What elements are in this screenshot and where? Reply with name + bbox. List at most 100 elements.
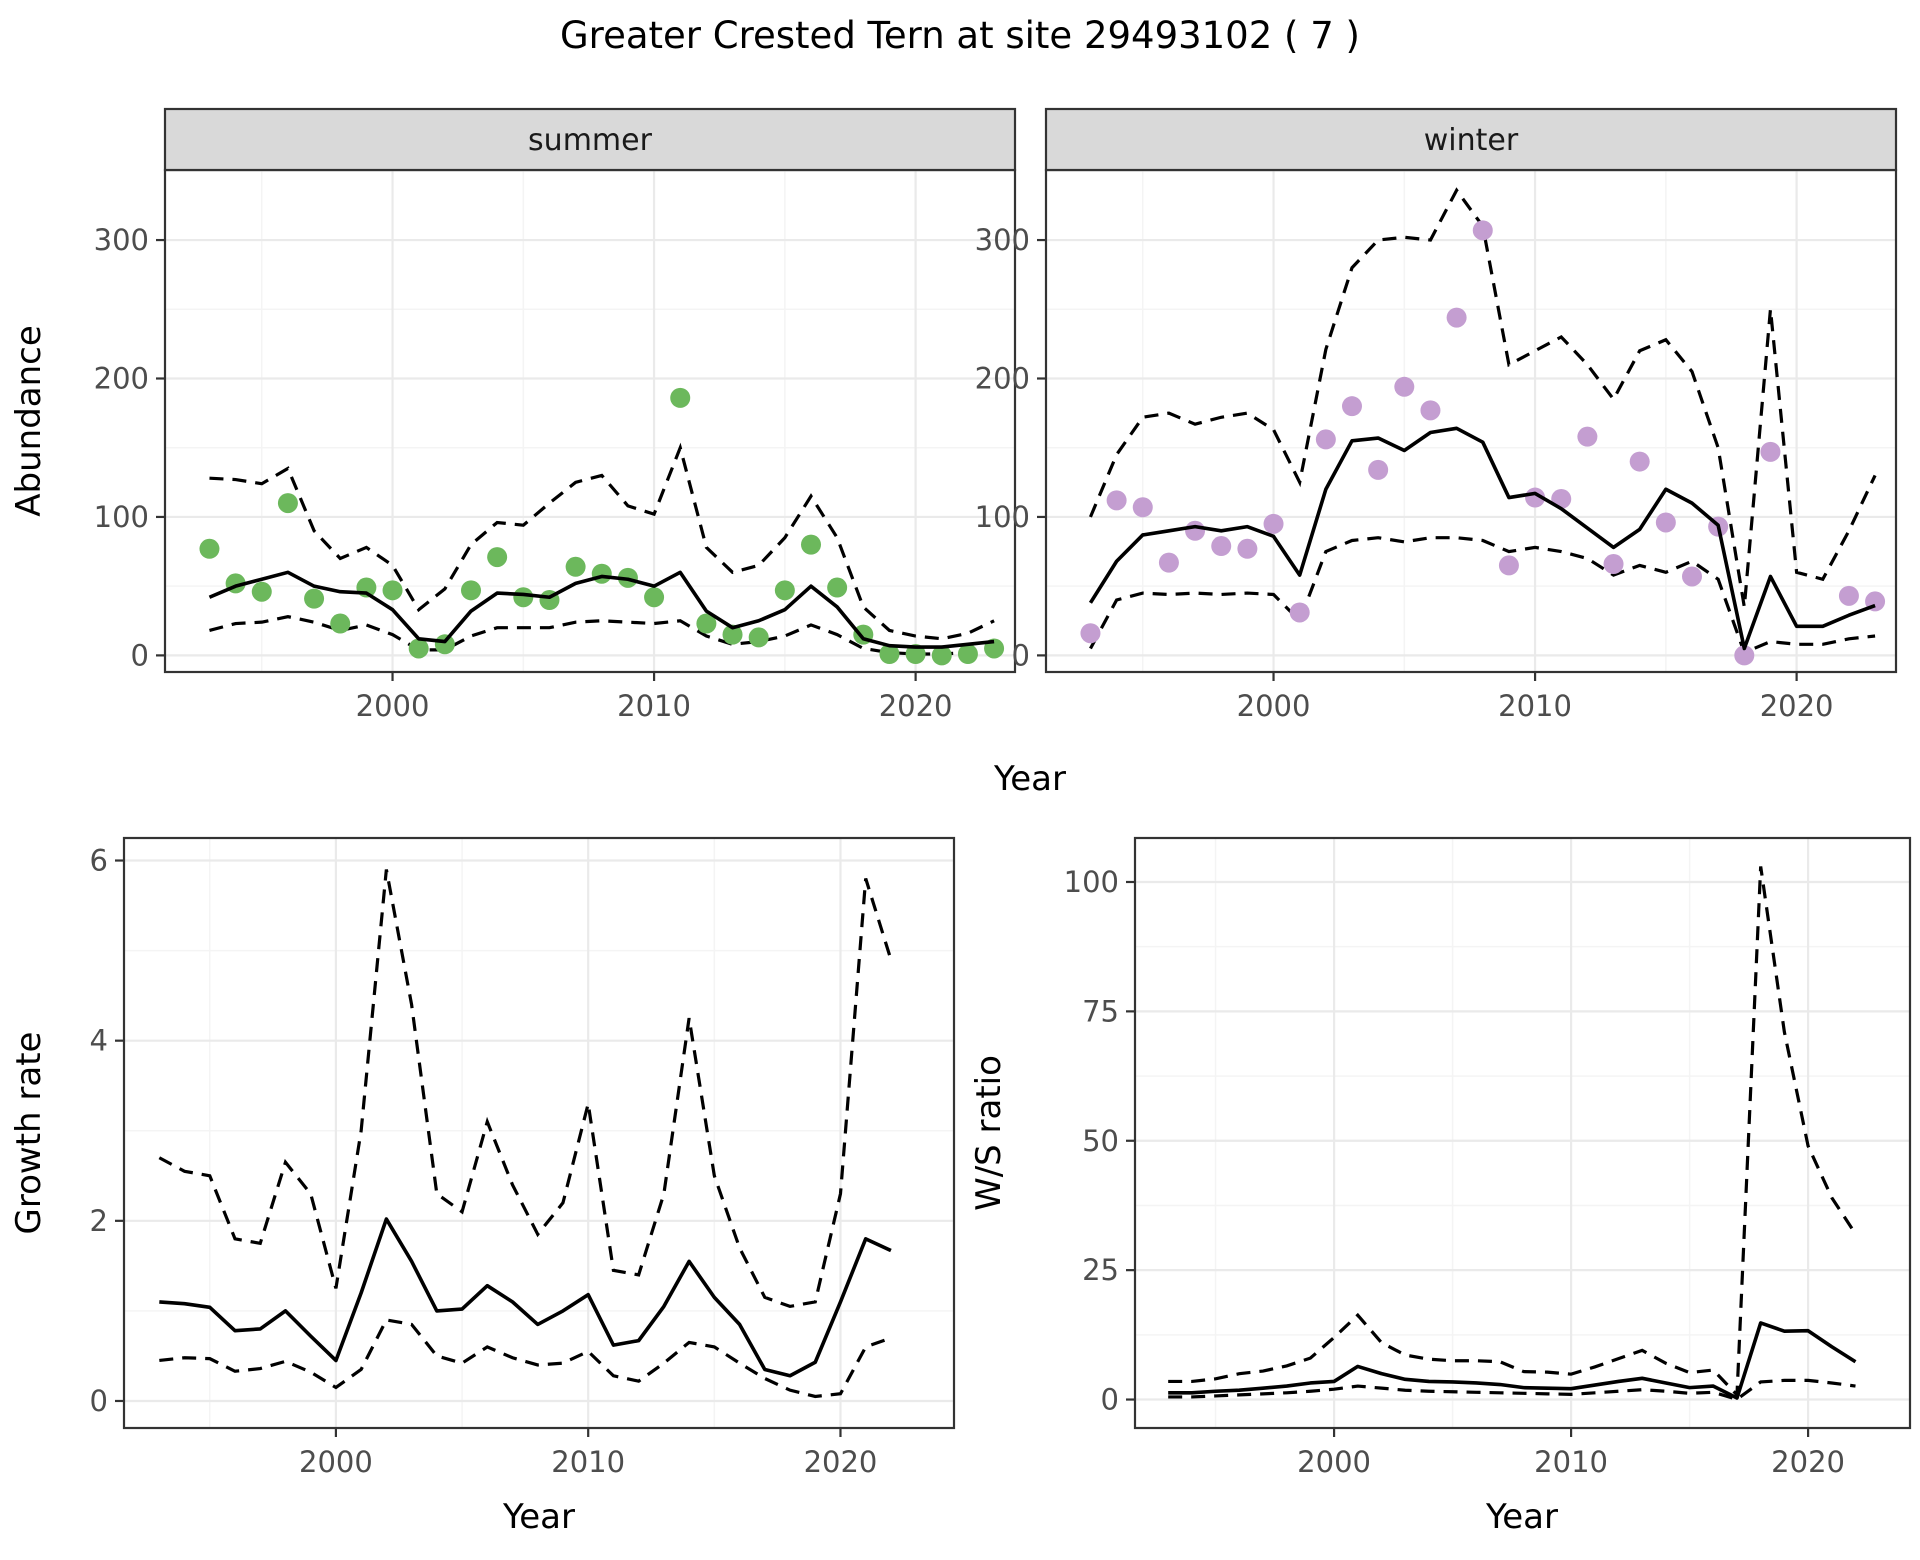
abundance-winter-observed-abundance-point — [1106, 490, 1127, 511]
abundance-winter-observed-abundance-point — [1394, 376, 1415, 397]
panel-border — [1133, 836, 1912, 1430]
y-tick-label: 300 — [975, 223, 1030, 257]
ws-ratio-model-median-line — [1168, 1321, 1857, 1400]
abundance-y-axis-label: Abundance — [9, 325, 49, 517]
abundance-winter-observed-abundance-point — [1368, 459, 1389, 480]
growth-rate-ci-upper-line — [158, 869, 893, 1309]
abundance-winter-observed-abundance-point — [1629, 451, 1650, 472]
abundance-winter-observed-abundance-point — [1655, 512, 1676, 533]
panel-background — [124, 838, 954, 1428]
y-tick-label: 200 — [94, 361, 149, 395]
ws-ratio-panel: 2000 2010 2020 0 25 50 75 100 — [1064, 836, 1912, 1479]
abundance-summer-observed-abundance-point — [670, 387, 691, 408]
y-tick-label: 75 — [1082, 994, 1119, 1028]
abundance-winter-observed-abundance-point — [1760, 441, 1781, 462]
abundance-summer-model-median-line — [208, 570, 995, 649]
x-tick-label: 2000 — [356, 689, 430, 723]
facet-strip — [163, 107, 1017, 172]
x-tick-label: 2010 — [1498, 689, 1572, 723]
x-tick-label: 2000 — [1237, 689, 1311, 723]
abundance-winter-observed-abundance-point — [1342, 396, 1362, 417]
abundance-winter-observed-abundance-point — [1237, 538, 1258, 559]
abundance-winter-observed-abundance-point — [1838, 585, 1859, 606]
growth-rate-ci-lower-line — [159, 1318, 892, 1399]
y-tick-label: 300 — [94, 223, 149, 257]
y-tick-label: 200 — [975, 361, 1030, 395]
x-tick-label: 2000 — [1297, 1445, 1371, 1479]
abundance-summer-observed-abundance-point — [408, 638, 429, 659]
y-tick-label: 0 — [90, 1384, 108, 1418]
facet-strip-label-winter: winter — [1424, 123, 1519, 158]
abundance-summer-observed-abundance-point — [434, 634, 455, 655]
facet-strip — [1044, 107, 1898, 172]
growth-rate-model-median-line — [159, 1217, 892, 1378]
top-year-x-axis-label: Year — [993, 759, 1066, 799]
growth-rate-y-axis-label: Growth rate — [9, 1032, 49, 1235]
ws-ratio-ci-upper-line — [1168, 866, 1857, 1399]
x-tick-label: 2010 — [551, 1445, 625, 1479]
abundance-summer-observed-abundance-point — [199, 538, 220, 559]
y-tick-label: 4 — [90, 1024, 108, 1058]
abundance-summer-observed-abundance-point — [722, 624, 743, 645]
x-tick-label: 2020 — [1771, 1445, 1845, 1479]
y-tick-label: 100 — [975, 500, 1030, 534]
abundance-summer-observed-abundance-point — [277, 493, 298, 514]
ws-ratio-y-axis-label: W/S ratio — [969, 1055, 1009, 1211]
abundance-summer-observed-abundance-point — [748, 627, 769, 648]
plot-title: Greater Crested Tern at site 29493102 ( … — [560, 14, 1360, 57]
abundance-winter-observed-abundance-point — [1577, 426, 1598, 447]
abundance-summer-observed-abundance-point — [487, 547, 508, 568]
y-tick-label: 6 — [90, 844, 108, 878]
abundance-winter-observed-abundance-point — [1289, 602, 1310, 623]
abundance-winter-observed-abundance-point — [1315, 429, 1336, 450]
abundance-summer-observed-abundance-point — [461, 580, 481, 601]
abundance-summer-observed-abundance-point — [330, 613, 351, 634]
abundance-summer-observed-abundance-point — [931, 645, 952, 666]
abundance-summer-observed-abundance-point — [696, 613, 717, 634]
abundance-winter-observed-abundance-point — [1734, 645, 1755, 666]
x-tick-label: 2020 — [804, 1445, 878, 1479]
abundance-summer-observed-abundance-point — [905, 644, 926, 665]
panel-border — [122, 836, 956, 1430]
abundance-summer-observed-abundance-point — [801, 534, 821, 555]
abundance-winter-observed-abundance-point — [1420, 400, 1441, 421]
y-tick-label: 2 — [90, 1204, 108, 1238]
abundance-summer-observed-abundance-point — [774, 580, 795, 601]
abundance-summer-ci-upper-line — [209, 442, 995, 641]
y-tick-label: 50 — [1082, 1124, 1119, 1158]
panel-background — [1046, 170, 1896, 672]
abundance-summer-observed-abundance-point — [827, 577, 848, 598]
x-tick-label: 2020 — [879, 689, 953, 723]
abundance-summer-observed-abundance-point — [382, 580, 403, 601]
x-tick-label: 2010 — [1534, 1445, 1608, 1479]
abundance-summer-panel: 2000 2010 2020 0 100 200 300 — [94, 107, 1017, 723]
abundance-summer-observed-abundance-point — [304, 588, 325, 609]
y-tick-label: 100 — [94, 500, 149, 534]
abundance-winter-observed-abundance-point — [1132, 497, 1153, 518]
ws-ratio-ci-lower-line — [1168, 1378, 1856, 1402]
panel-background — [1135, 838, 1910, 1428]
abundance-summer-observed-abundance-point — [879, 644, 900, 665]
growth-rate-panel: 2000 2010 2020 0 2 4 6 — [90, 836, 956, 1479]
y-tick-label: 0 — [1012, 638, 1030, 672]
abundance-winter-observed-abundance-point — [1211, 536, 1232, 557]
facet-strip-label-summer: summer — [528, 123, 653, 158]
x-tick-label: 2010 — [617, 689, 691, 723]
abundance-winter-observed-abundance-point — [1185, 520, 1206, 541]
x-tick-label: 2000 — [299, 1445, 373, 1479]
abundance-winter-observed-abundance-point — [1498, 555, 1519, 576]
abundance-winter-observed-abundance-point — [1682, 566, 1702, 587]
abundance-summer-observed-abundance-point — [513, 587, 534, 608]
x-tick-label: 2020 — [1760, 689, 1834, 723]
y-tick-label: 100 — [1064, 865, 1119, 899]
abundance-winter-observed-abundance-point — [1446, 307, 1467, 328]
y-tick-label: 25 — [1082, 1253, 1119, 1287]
y-tick-label: 0 — [1101, 1383, 1119, 1417]
panel-background — [165, 170, 1015, 672]
abundance-winter-model-median-line — [1088, 426, 1876, 651]
abundance-summer-observed-abundance-point — [957, 644, 978, 665]
abundance-winter-observed-abundance-point — [1603, 554, 1624, 575]
abundance-winter-observed-abundance-point — [1158, 552, 1179, 573]
